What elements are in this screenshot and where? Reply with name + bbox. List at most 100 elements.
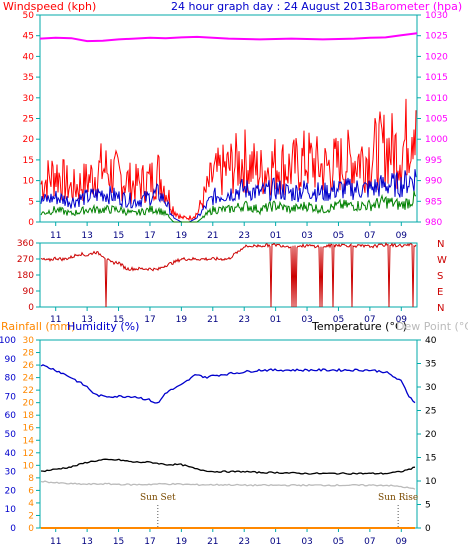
humidity-tick-label: 100: [0, 336, 16, 346]
x-tick-label: 23: [238, 231, 249, 241]
x-tick-label: 15: [113, 231, 124, 241]
compass-label: N: [437, 239, 444, 250]
temperature-tick-label: 40: [425, 336, 437, 346]
x-tick-label: 03: [301, 537, 312, 547]
baro-axis-title: Barometer (hpa): [371, 0, 462, 13]
humidity-axis-title: Humidity (%): [67, 320, 139, 333]
wind-tick-label: 40: [23, 52, 35, 62]
humidity-tick-label: 90: [5, 355, 17, 365]
humidity-tick-label: 50: [5, 430, 17, 440]
humidity-tick-label: 0: [10, 524, 16, 534]
rain-tick-label: 20: [23, 399, 35, 409]
series-low: [40, 190, 416, 223]
temperature-tick-label: 15: [425, 454, 436, 464]
x-tick-label: 11: [50, 231, 61, 241]
direction-tick-label: 180: [17, 271, 34, 281]
rain-tick-label: 18: [23, 411, 35, 421]
series-gust: [40, 98, 417, 221]
rain-tick-label: 30: [23, 336, 35, 346]
rain-tick-label: 28: [23, 349, 35, 359]
rain-tick-label: 22: [23, 386, 34, 396]
x-tick-label: 07: [364, 231, 375, 241]
temperature-axis-title: Temperature (°C): [311, 320, 407, 333]
x-tick-label: 01: [270, 537, 281, 547]
rain-tick-label: 2: [28, 511, 34, 521]
humidity-tick-label: 70: [5, 392, 17, 402]
baro-tick-label: 1025: [425, 32, 448, 42]
wind-panel: 0510152025303540455098098599099510001005…: [23, 11, 449, 241]
x-tick-label: 11: [50, 537, 61, 547]
compass-label: S: [437, 271, 443, 282]
x-tick-label: 07: [364, 537, 375, 547]
direction-tick-label: 270: [17, 255, 34, 265]
baro-tick-label: 1020: [425, 52, 448, 62]
x-tick-label: 15: [113, 315, 124, 325]
x-tick-label: 13: [81, 537, 92, 547]
compass-label: N: [437, 303, 444, 314]
series-barometer: [39, 32, 418, 43]
x-tick-label: 19: [176, 315, 188, 325]
temperature-tick-label: 30: [425, 383, 437, 393]
series-direction: [40, 241, 417, 308]
x-tick-label: 13: [81, 231, 92, 241]
wind-tick-label: 45: [23, 32, 34, 42]
baro-tick-label: 1000: [425, 135, 448, 145]
rain-tick-label: 26: [23, 361, 35, 371]
x-tick-label: 21: [207, 537, 218, 547]
x-tick-label: 11: [50, 315, 61, 325]
x-tick-label: 05: [333, 231, 344, 241]
temperature-tick-label: 0: [425, 524, 431, 534]
x-tick-label: 15: [113, 537, 124, 547]
rain-tick-label: 14: [23, 436, 35, 446]
baro-tick-label: 1030: [425, 11, 448, 21]
dewpoint-axis-title: Dew Point (°C): [396, 320, 468, 333]
rain-axis-title: Rainfall (mm): [1, 320, 75, 333]
rain-tick-label: 24: [23, 374, 35, 384]
wind-tick-label: 20: [23, 135, 35, 145]
humidity-tick-label: 60: [5, 411, 17, 421]
wind-tick-label: 15: [23, 156, 34, 166]
wind-axis-title: Windspeed (kph): [3, 0, 96, 13]
sun-annotation: Sun Set: [140, 493, 176, 503]
x-tick-label: 21: [207, 315, 218, 325]
wind-tick-label: 50: [23, 11, 35, 21]
x-tick-label: 03: [301, 231, 312, 241]
compass-label: W: [437, 255, 447, 266]
humidity-tick-label: 40: [5, 449, 17, 459]
sun-annotation: Sun Rise: [378, 493, 418, 503]
x-tick-label: 07: [364, 315, 375, 325]
rain-tick-label: 0: [28, 524, 34, 534]
x-tick-label: 09: [396, 231, 408, 241]
temperature-tick-label: 35: [425, 360, 436, 370]
baro-tick-label: 990: [425, 177, 442, 187]
x-tick-label: 23: [238, 537, 249, 547]
x-tick-label: 01: [270, 231, 281, 241]
rain-tick-label: 6: [28, 486, 34, 496]
wind-tick-label: 10: [23, 177, 35, 187]
x-tick-label: 17: [144, 315, 155, 325]
rain-tick-label: 16: [23, 424, 35, 434]
temperature-tick-label: 20: [425, 430, 437, 440]
series-temperature: [40, 458, 416, 475]
x-tick-label: 19: [176, 231, 188, 241]
humidity-tick-label: 10: [5, 505, 17, 515]
baro-tick-label: 1010: [425, 94, 448, 104]
series-average: [40, 169, 417, 223]
x-tick-label: 17: [144, 537, 155, 547]
x-tick-label: 01: [270, 315, 281, 325]
x-tick-label: 17: [144, 231, 155, 241]
series-dew-point: [40, 480, 416, 490]
rain-tick-label: 12: [23, 449, 34, 459]
baro-tick-label: 1005: [425, 115, 448, 125]
direction-tick-label: 360: [17, 239, 34, 249]
rain-tick-label: 8: [28, 474, 34, 484]
direction-tick-label: 0: [28, 303, 34, 313]
x-tick-label: 09: [396, 537, 408, 547]
rain-tick-label: 4: [28, 499, 34, 509]
x-tick-label: 03: [301, 315, 312, 325]
humidity-tick-label: 30: [5, 468, 17, 478]
compass-label: E: [437, 287, 443, 298]
direction-tick-label: 90: [23, 287, 35, 297]
